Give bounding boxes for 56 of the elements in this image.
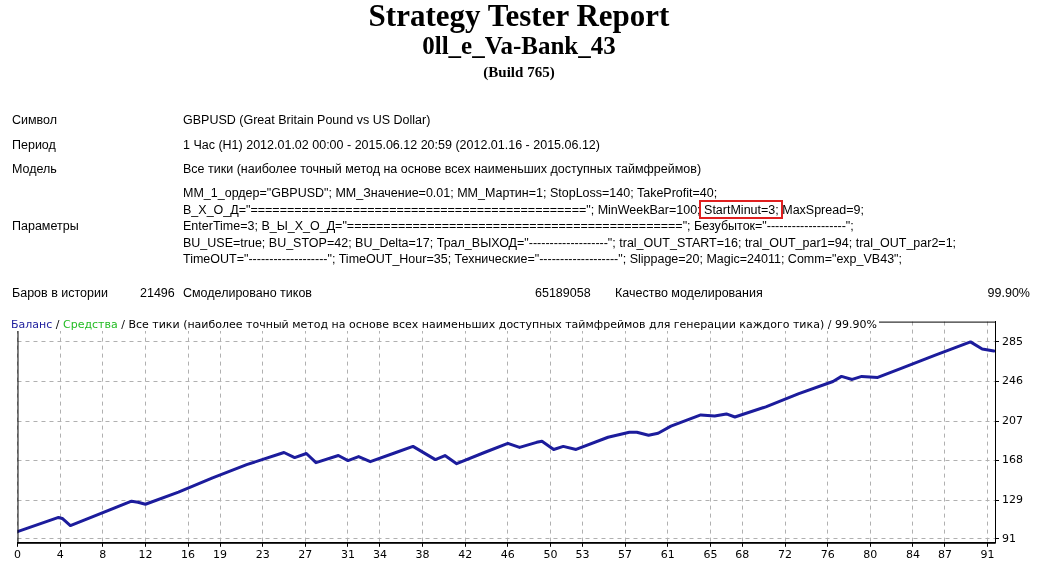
chart-title: Strategy Tester Report (367, 0, 671, 34)
x-tick-label: 72 (778, 548, 793, 562)
text: Баров в истории (12, 286, 108, 300)
x-tick-label: 16 (181, 548, 196, 562)
x-tick-label: 38 (415, 548, 430, 562)
text: 99.90% (987, 286, 1030, 300)
text: 65189058 (535, 286, 591, 300)
text: Баланс (11, 318, 53, 331)
chart-subtitle: 0ll_e_Va-Bank_43 (422, 32, 616, 60)
text: Все тики (наиболее точный метод на основе всех наименьших доступных таймфреймов) (183, 162, 702, 176)
x-tick-label: 46 (500, 548, 515, 562)
text: Модель (12, 162, 57, 176)
text: TimeOUT="-------------------"; TimeOUT_Hour=35; Технические="-------------------"; Slippage=20; Magic=24011; Comm="exp_VB43"; (183, 252, 903, 266)
annotation: / (55, 318, 60, 331)
x-tick-label: 8 (99, 548, 107, 562)
y-tick-label: 246 (1002, 374, 1023, 388)
y-tick-label: 168 (1002, 453, 1023, 467)
y-tick-label: 285 (1002, 334, 1023, 348)
x-tick-label: 80 (863, 548, 878, 562)
text: 21496 (140, 286, 175, 300)
x-tick-label: 61 (660, 548, 675, 562)
x-tick-label: 65 (703, 548, 718, 562)
text: GBPUSD (Great Britain Pound vs US Dollar) (183, 113, 431, 127)
text: Период (12, 138, 56, 152)
text: 1 Час (H1) 2012.01.02 00:00 - 2015.06.12 20:59 (2012.01.16 - 2015.06.12) (183, 138, 600, 152)
y-tick-label: 91 (1002, 531, 1016, 545)
annotation: / Все тики (наиболее точный метод на основе всех наименьших доступных таймфреймов для генерации каждого тика) / 99.90% (121, 318, 877, 331)
x-tick-label: 4 (56, 548, 64, 562)
text: EnterTime=3; В_Ы_Х_О_Д="=============================================="; Безубыток="-------------------"; (183, 219, 854, 233)
y-tick-label: 207 (1002, 413, 1023, 427)
text: BU_USE=true; BU_STOP=42; BU_Delta=17; Трал_ВЫХОД="-------------------"; tral_OUT_START=16; tral_OUT_par1=94; tral_OUT_par2=1; (183, 235, 957, 250)
x-tick-label: 12 (138, 548, 153, 562)
text: (Build 765) (482, 64, 556, 81)
y-tick-label: 129 (1002, 493, 1023, 507)
legend-label: Средства (63, 318, 118, 331)
x-tick-label: 19 (213, 548, 228, 562)
x-tick-label: 76 (820, 548, 835, 562)
x-tick-label: 31 (340, 548, 355, 562)
x-tick-label: 91 (980, 548, 995, 562)
x-tick-label: 42 (458, 548, 473, 562)
text: В_Х_О_Д="=============================================="; MinWeekBar=100; StartMinut=3; MaxSpread=9; (183, 202, 864, 217)
x-tick-label: 27 (298, 548, 313, 562)
x-tick-label: 0 (14, 548, 21, 562)
x-tick-label: 68 (735, 548, 750, 562)
x-tick-label: 53 (575, 548, 590, 562)
text: Смоделировано тиков (183, 286, 312, 300)
x-tick-label: 84 (905, 548, 920, 562)
text: Качество моделирования (615, 286, 763, 300)
x-tick-label: 34 (372, 548, 387, 562)
text: Символ (12, 113, 58, 127)
x-tick-label: 23 (255, 548, 270, 562)
x-tick-label: 50 (543, 548, 558, 562)
x-tick-label: 87 (937, 548, 952, 562)
text: Параметры (12, 219, 79, 233)
text: MM_1_ордер="GBPUSD"; MM_Значение=0.01; MM_Мартин=1; StopLoss=140; TakeProfit=40; (183, 186, 718, 200)
x-tick-label: 57 (618, 548, 633, 562)
